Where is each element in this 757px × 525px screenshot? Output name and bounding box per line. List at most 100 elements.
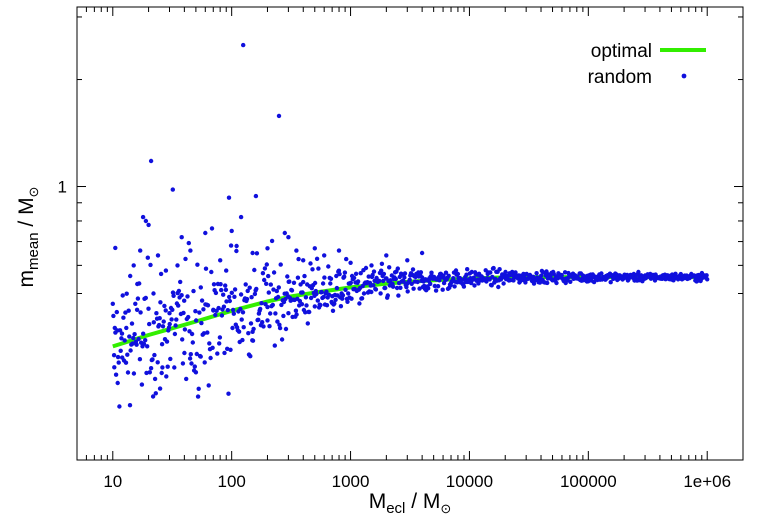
random-point xyxy=(166,325,172,330)
random-point xyxy=(286,311,291,316)
random-point xyxy=(143,295,148,301)
random-point xyxy=(338,304,344,309)
random-point xyxy=(167,321,172,327)
random-point xyxy=(302,273,307,279)
random-point xyxy=(291,280,297,285)
y-tick-label: 1 xyxy=(58,178,67,197)
random-point xyxy=(201,307,206,312)
random-point xyxy=(361,291,367,296)
random-point xyxy=(135,296,141,301)
random-point xyxy=(115,354,121,360)
random-point xyxy=(286,235,291,240)
random-point xyxy=(318,302,323,308)
random-point xyxy=(151,320,156,325)
random-point xyxy=(348,260,353,265)
random-point xyxy=(164,374,169,379)
random-point xyxy=(189,331,195,337)
random-point xyxy=(128,273,133,279)
random-point xyxy=(195,262,200,267)
random-point xyxy=(271,270,277,275)
random-point xyxy=(230,307,236,313)
random-point xyxy=(304,303,309,308)
random-point xyxy=(131,335,136,341)
random-point xyxy=(349,296,354,301)
random-point xyxy=(160,365,165,370)
random-point xyxy=(125,370,131,375)
random-point xyxy=(147,321,152,327)
random-point xyxy=(180,337,185,342)
random-point xyxy=(134,307,140,312)
random-point xyxy=(240,310,246,315)
random-point xyxy=(432,283,437,289)
random-point xyxy=(162,303,167,309)
random-point xyxy=(308,261,313,266)
random-point xyxy=(452,284,457,289)
random-point xyxy=(396,293,401,298)
random-point xyxy=(193,370,199,375)
x-axis-title-main: M xyxy=(369,490,387,513)
random-point xyxy=(446,273,451,278)
random-point xyxy=(148,158,154,164)
random-point xyxy=(469,269,474,275)
random-point xyxy=(275,294,281,300)
random-point xyxy=(269,238,275,244)
random-point xyxy=(157,316,162,321)
random-point xyxy=(114,309,120,315)
random-point xyxy=(140,214,146,220)
random-point xyxy=(182,298,187,303)
random-point xyxy=(221,304,227,309)
random-point xyxy=(120,293,125,298)
random-point xyxy=(453,268,459,273)
random-point xyxy=(252,291,258,297)
random-point xyxy=(183,256,188,262)
random-point xyxy=(127,403,133,408)
random-point xyxy=(139,382,145,387)
random-point xyxy=(197,310,202,315)
random-point xyxy=(209,269,214,275)
random-point xyxy=(211,307,216,312)
random-point xyxy=(179,235,184,240)
random-point xyxy=(300,290,305,295)
random-point xyxy=(241,325,246,330)
random-point xyxy=(329,300,335,306)
random-point xyxy=(259,301,264,306)
y-axis-title-main: m xyxy=(15,270,38,288)
random-point xyxy=(153,391,158,396)
random-point xyxy=(369,289,374,295)
random-point xyxy=(342,274,347,279)
random-point xyxy=(206,383,211,388)
random-point xyxy=(409,281,414,286)
random-point xyxy=(321,294,326,300)
random-point xyxy=(217,335,223,340)
random-point xyxy=(172,365,177,370)
y-axis-title-sub: mean xyxy=(25,232,42,270)
random-point xyxy=(199,298,205,303)
x-tick-label: 100 xyxy=(217,472,245,491)
random-point xyxy=(254,251,260,256)
random-point xyxy=(225,346,230,351)
random-point xyxy=(524,271,529,277)
random-point xyxy=(118,348,123,353)
random-point xyxy=(314,291,319,297)
random-point xyxy=(281,313,286,319)
random-point xyxy=(248,354,253,359)
random-point xyxy=(276,113,282,119)
random-point xyxy=(219,287,224,293)
random-point xyxy=(250,329,255,334)
random-point xyxy=(295,275,301,280)
random-point xyxy=(417,286,422,291)
random-point xyxy=(301,258,306,263)
random-point xyxy=(326,264,331,269)
random-point xyxy=(208,355,213,361)
random-point xyxy=(420,275,425,280)
random-point xyxy=(179,293,184,298)
random-point xyxy=(146,222,151,228)
random-point xyxy=(303,295,309,300)
random-point xyxy=(357,301,362,306)
random-point xyxy=(503,269,508,275)
random-point xyxy=(274,288,279,294)
random-point xyxy=(490,274,495,280)
random-point xyxy=(312,280,318,286)
random-point xyxy=(234,248,239,254)
random-point xyxy=(182,350,187,356)
